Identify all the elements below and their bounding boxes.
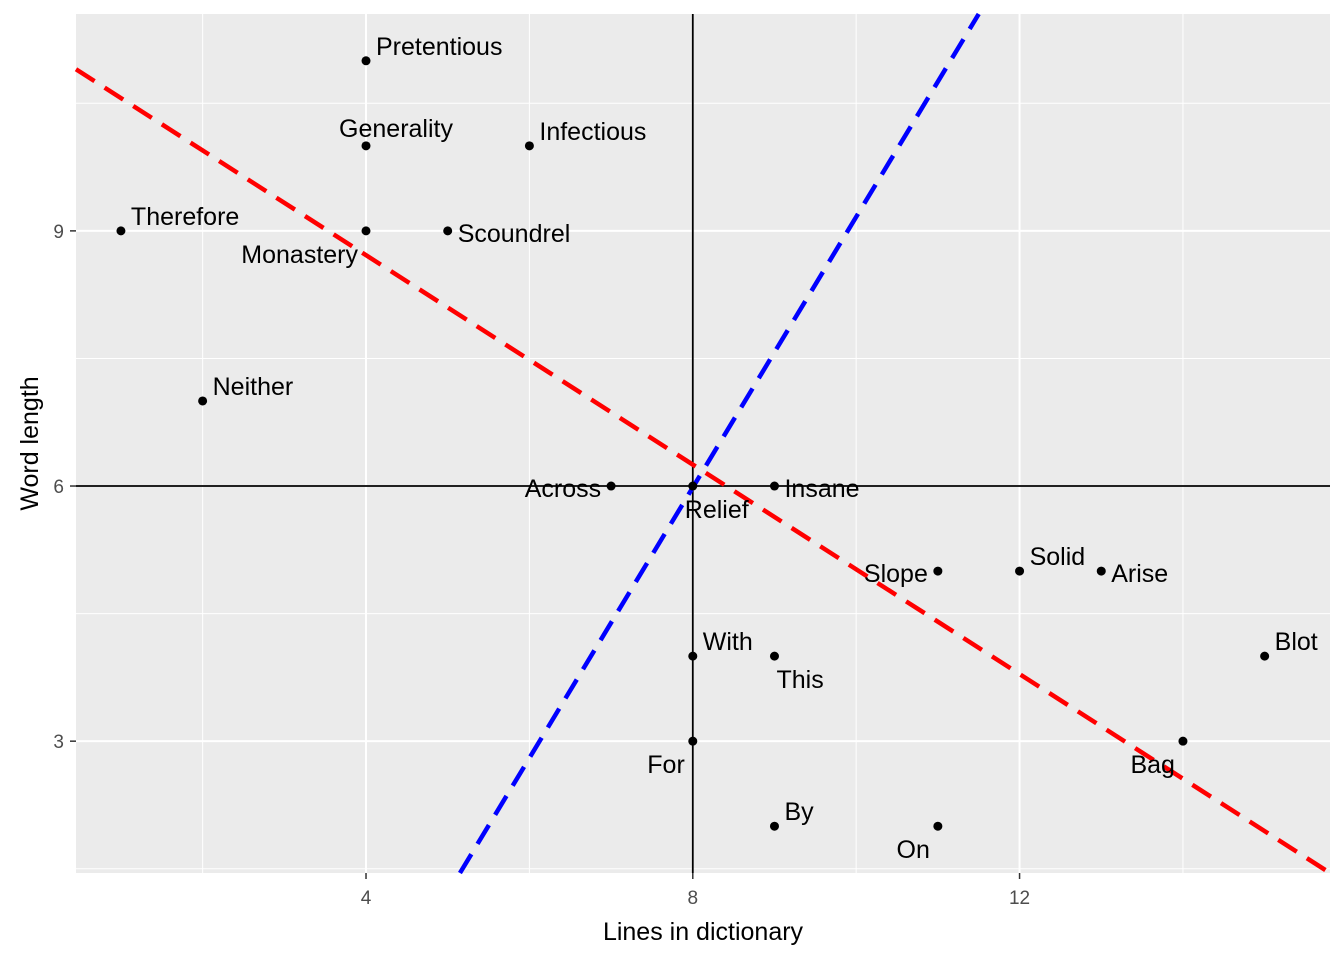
dashed-line-blue — [458, 12, 981, 875]
point-label: This — [776, 666, 823, 694]
data-point — [688, 736, 698, 746]
data-points — [116, 56, 1270, 831]
point-label: Slope — [864, 560, 928, 588]
data-point — [933, 566, 943, 576]
y-axis-title: Word length — [16, 376, 44, 510]
dashed-line-red — [74, 67, 1332, 875]
point-label: Blot — [1275, 628, 1318, 656]
data-point — [769, 481, 779, 491]
data-point — [606, 481, 616, 491]
data-point — [688, 481, 698, 491]
x-tick-label: 12 — [1009, 888, 1030, 909]
data-point — [1260, 651, 1270, 661]
minor-gridlines — [76, 14, 1330, 873]
point-label: By — [784, 798, 814, 826]
data-point — [361, 56, 371, 66]
y-tick-label: 3 — [53, 732, 64, 753]
data-point — [769, 821, 779, 831]
data-point — [769, 651, 779, 661]
point-label: Arise — [1111, 560, 1168, 588]
x-axis-ticks: 4 8 12 — [361, 873, 1030, 909]
data-point — [524, 141, 534, 151]
data-point — [1178, 736, 1188, 746]
point-label: Pretentious — [376, 33, 502, 61]
y-axis-ticks: 3 6 9 — [53, 222, 76, 753]
y-tick-label: 6 — [53, 477, 64, 498]
dashed-lines — [74, 12, 1332, 875]
point-label: Neither — [213, 373, 294, 401]
point-label: Insane — [784, 475, 859, 503]
plot-panel — [76, 14, 1330, 873]
data-point — [361, 226, 371, 236]
point-label: Solid — [1030, 543, 1086, 571]
x-tick-label: 8 — [687, 888, 698, 909]
point-label: For — [647, 751, 685, 779]
x-axis-title: Lines in dictionary — [603, 918, 804, 946]
data-point — [116, 226, 126, 236]
point-label: With — [703, 628, 753, 656]
point-label: Monastery — [241, 241, 358, 269]
y-tick-label: 9 — [53, 222, 64, 243]
data-point — [933, 821, 943, 831]
point-label: Across — [525, 475, 601, 503]
point-label: On — [897, 836, 930, 864]
point-labels: Pretentious Generality Infectious Therefore… — [131, 33, 1318, 864]
point-label: Bag — [1130, 751, 1174, 779]
x-tick-label: 4 — [361, 888, 372, 909]
point-label: Therefore — [131, 203, 239, 231]
reference-lines — [76, 14, 1330, 873]
point-label: Relief — [685, 496, 749, 524]
data-point — [1015, 566, 1025, 576]
data-point — [688, 651, 698, 661]
point-label: Generality — [339, 115, 453, 143]
data-point — [1096, 566, 1106, 576]
point-label: Infectious — [539, 118, 646, 146]
point-label: Scoundrel — [458, 220, 571, 248]
data-point — [198, 396, 208, 406]
data-point — [361, 141, 371, 151]
data-point — [443, 226, 453, 236]
